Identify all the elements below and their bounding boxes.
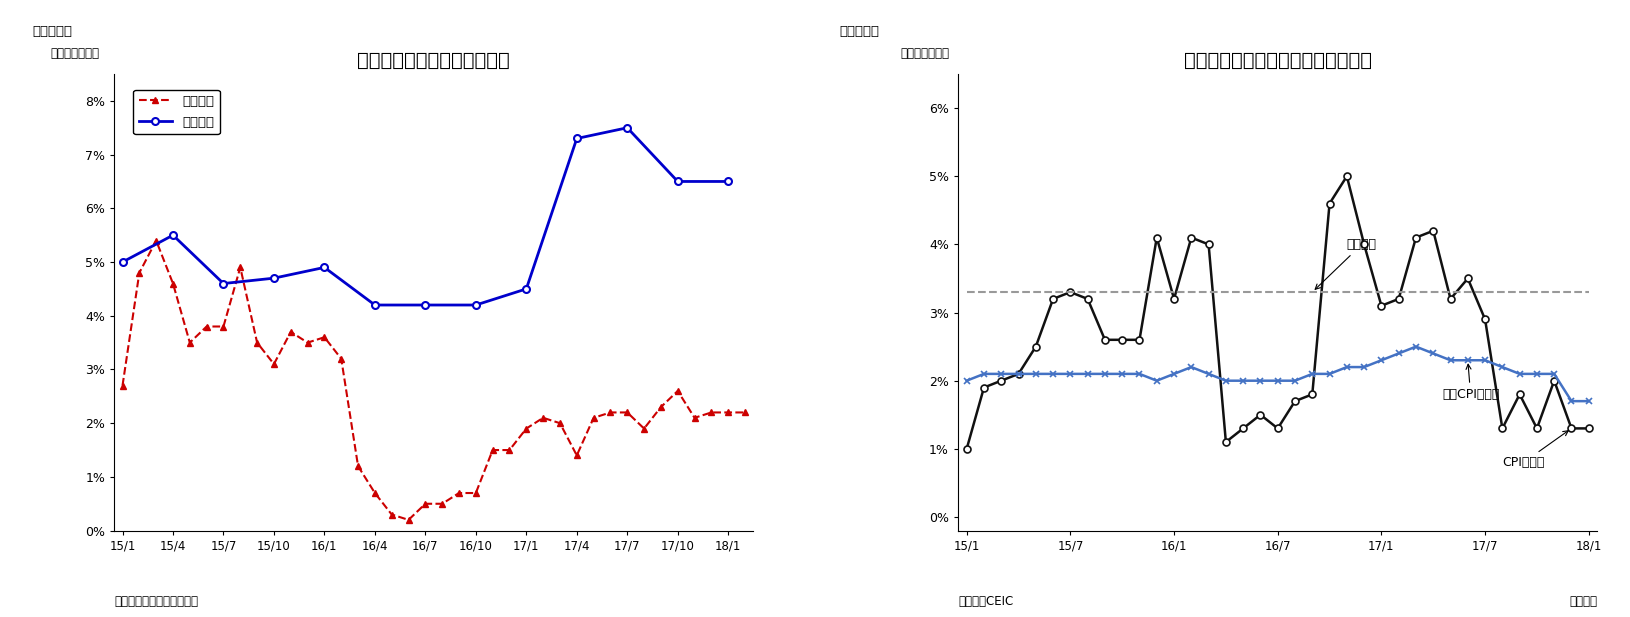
Text: （前年同月比）: （前年同月比） [900,48,950,60]
Text: コアCPI上昇率: コアCPI上昇率 [1443,364,1500,401]
Title: 雇用者数と民間給与の伸び率: 雇用者数と民間給与の伸び率 [357,51,510,70]
Title: マレーシアのインフレ率・政策金利: マレーシアのインフレ率・政策金利 [1183,51,1372,70]
Text: （資料）マレーシア統計庁: （資料）マレーシア統計庁 [114,595,199,608]
Text: 政策金利: 政策金利 [1315,238,1377,289]
Text: （資料）CEIC: （資料）CEIC [958,595,1014,608]
Text: （図表３）: （図表３） [33,25,73,38]
Text: （図表４）: （図表４） [839,25,880,38]
Legend: 雇用者数, 民間給与: 雇用者数, 民間給与 [134,89,220,135]
Text: CPI上昇率: CPI上昇率 [1503,431,1568,469]
Text: （月次）: （月次） [1570,595,1597,608]
Text: （前年同期比）: （前年同期比） [51,48,99,60]
